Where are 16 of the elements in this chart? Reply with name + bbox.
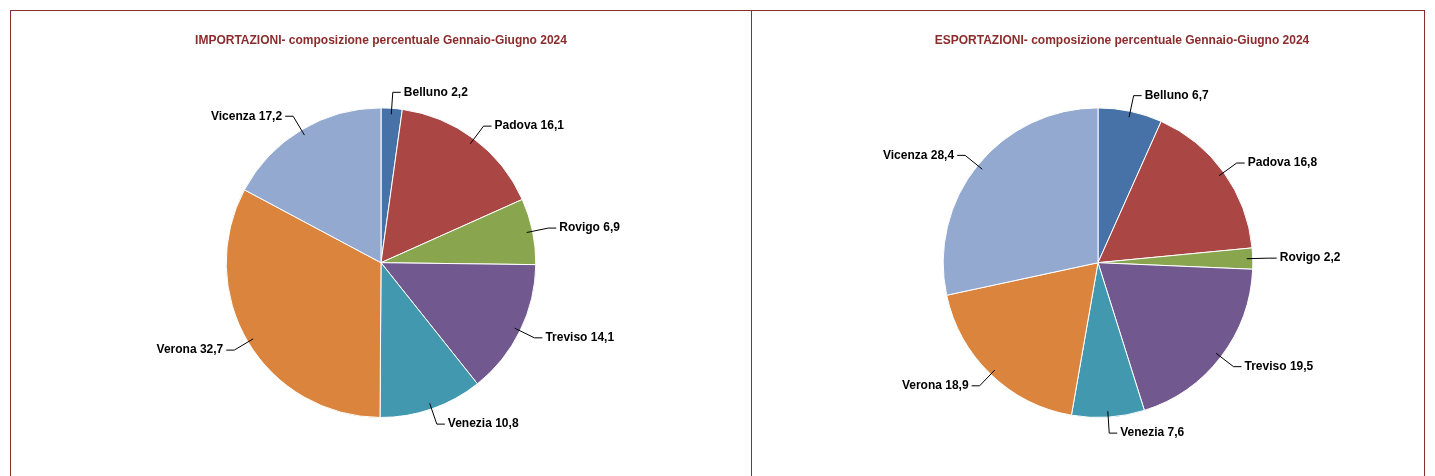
slice-label: Venezia 7,6 <box>1120 425 1185 440</box>
slice-label: Rovigo 2,2 <box>1279 250 1341 265</box>
slice-label: Verona 18,9 <box>901 378 969 393</box>
slice-label: Belluno 6,7 <box>1144 87 1209 102</box>
slice-label: Verona 32,7 <box>156 342 224 357</box>
slice-label: Treviso 14,1 <box>545 330 615 345</box>
slice-label: Treviso 19,5 <box>1244 358 1314 373</box>
slice-label: Vicenza 28,4 <box>882 147 955 162</box>
slice-label: Padova 16,8 <box>1247 155 1318 170</box>
slice-label: Rovigo 6,9 <box>559 220 621 235</box>
slice-label: Venezia 10,8 <box>447 416 519 431</box>
chart-title: IMPORTAZIONI- composizione percentuale Gennaio-Giugno 2024 <box>195 32 568 47</box>
slice-label: Belluno 2,2 <box>403 84 469 99</box>
slice-label: Vicenza 17,2 <box>210 108 283 123</box>
chart-title: ESPORTAZIONI- composizione percentuale Gennaio-Giugno 2024 <box>934 32 1310 47</box>
slice-label: Padova 16,1 <box>494 118 565 133</box>
